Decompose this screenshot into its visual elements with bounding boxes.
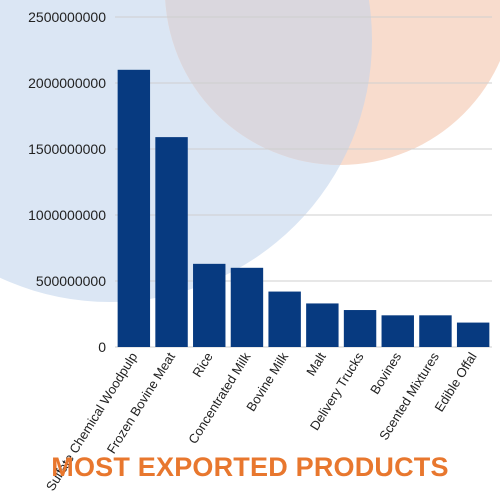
x-tick-label: Rice xyxy=(189,350,216,380)
chart-title: MOST EXPORTED PRODUCTS xyxy=(51,452,449,482)
bar xyxy=(456,322,490,347)
y-tick-label: 1500000000 xyxy=(28,141,106,157)
bar xyxy=(230,267,264,347)
bars xyxy=(117,69,490,348)
bar xyxy=(268,291,301,347)
bar xyxy=(343,310,377,347)
y-axis-ticks: 0 500000000 1000000000 1500000000 2000000000… xyxy=(28,9,106,355)
bar xyxy=(117,69,151,348)
bar xyxy=(419,315,452,347)
x-tick-label: Frozen Bovine Meat xyxy=(104,349,179,456)
x-tick-label: Bovines xyxy=(367,349,404,397)
bar xyxy=(193,263,226,347)
y-tick-label: 0 xyxy=(98,339,106,355)
bar xyxy=(306,303,339,347)
y-tick-label: 1000000000 xyxy=(28,207,106,223)
bar xyxy=(155,137,188,347)
x-tick-label: Malt xyxy=(303,349,329,378)
y-tick-label: 500000000 xyxy=(36,273,106,289)
y-tick-label: 2500000000 xyxy=(28,9,106,25)
y-tick-label: 2000000000 xyxy=(28,75,106,91)
bar xyxy=(381,315,414,347)
